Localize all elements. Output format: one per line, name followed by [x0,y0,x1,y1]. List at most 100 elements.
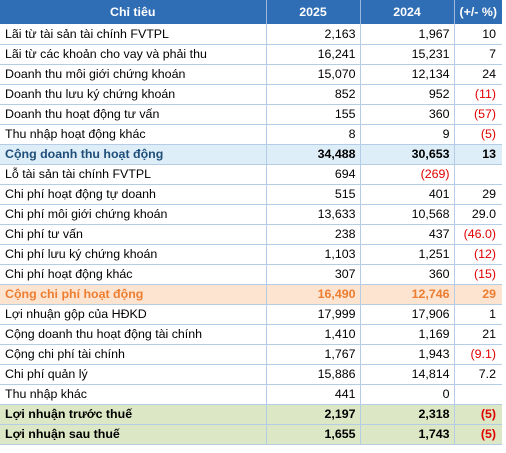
change-pct: (11) [454,84,502,105]
row-label: Lỗ tài sản tài chính FVTPL [0,164,267,185]
value-2024: 1,251 [360,244,455,265]
table-row: Lỗ tài sản tài chính FVTPL 694 (269) [0,164,502,185]
value-2025: 515 [266,184,361,205]
change-pct: (12) [454,244,502,265]
value-2025: 1,655 [266,424,361,445]
value-2024: 437 [360,224,455,245]
change-pct: 7.2 [454,364,502,385]
row-label: Cộng doanh thu hoạt động tài chính [0,324,267,345]
value-2024: 30,653 [360,144,455,165]
row-label: Chi phí môi giới chứng khoán [0,204,267,225]
value-2024: 401 [360,184,455,205]
change-pct [454,164,502,185]
value-2025: 238 [266,224,361,245]
table-row: Chi phí lưu ký chứng khoán 1,103 1,251 (12) [0,244,502,265]
value-2025: 307 [266,264,361,285]
row-label: Lợi nhuận trước thuế [0,404,267,425]
value-2025: 15,886 [266,364,361,385]
header-year-2024: 2024 [360,0,455,24]
value-2024: 10,568 [360,204,455,225]
table-body: Lãi từ tài sản tài chính FVTPL 2,163 1,967… [0,24,502,445]
table-row: Chi phí hoạt động tự doanh 515 401 29 [0,184,502,205]
change-pct: 7 [454,44,502,65]
table-row: Chi phí hoạt động khác 307 360 (15) [0,264,502,285]
value-2024: 9 [360,124,455,145]
financial-summary-table: Chỉ tiêu 2025 2024 (+/- %) Lãi từ tài sả… [0,0,502,445]
change-pct: 29 [454,184,502,205]
header-label: Chỉ tiêu [0,0,267,24]
change-pct: 10 [454,24,502,45]
change-pct: 24 [454,64,502,85]
value-2025: 694 [266,164,361,185]
total-cost-row: Cộng chi phí hoạt động 16,490 12,746 29 [0,284,502,305]
value-2024: 360 [360,104,455,125]
row-label: Chi phí quản lý [0,364,267,385]
change-pct: 1 [454,304,502,325]
value-2025: 1,410 [266,324,361,345]
value-2025: 15,070 [266,64,361,85]
change-pct [454,384,502,405]
row-label: Lợi nhuận sau thuế [0,424,267,445]
change-pct: (9.1) [454,344,502,365]
row-label: Chi phí hoạt động khác [0,264,267,285]
header-row: Chỉ tiêu 2025 2024 (+/- %) [0,0,502,24]
value-2025: 34,488 [266,144,361,165]
value-2024: 952 [360,84,455,105]
value-2024: 1,169 [360,324,455,345]
table-row: Lợi nhuận gộp của HĐKD 17,999 17,906 1 [0,304,502,325]
value-2025: 155 [266,104,361,125]
value-2024: 1,743 [360,424,455,445]
row-label: Cộng chi phí tài chính [0,344,267,365]
table-row: Lãi từ các khoản cho vay và phải thu 16,2… [0,44,502,65]
row-label: Thu nhập hoạt động khác [0,124,267,145]
row-label: Lãi từ tài sản tài chính FVTPL [0,24,267,45]
profit-after-tax-row: Lợi nhuận sau thuế 1,655 1,743 (5) [0,424,502,445]
change-pct: (15) [454,264,502,285]
table-row: Lãi từ tài sản tài chính FVTPL 2,163 1,967… [0,24,502,45]
row-label: Cộng doanh thu hoạt động [0,144,267,165]
value-2025: 1,103 [266,244,361,265]
header-year-2025: 2025 [266,0,361,24]
row-label: Doanh thu lưu ký chứng khoán [0,84,267,105]
value-2025: 13,633 [266,204,361,225]
value-2025: 441 [266,384,361,405]
row-label: Doanh thu môi giới chứng khoán [0,64,267,85]
row-label: Chi phí hoạt động tự doanh [0,184,267,205]
value-2024: 360 [360,264,455,285]
table-row: Doanh thu môi giới chứng khoán 15,070 12,1… [0,64,502,85]
value-2025: 2,197 [266,404,361,425]
value-2024: 12,134 [360,64,455,85]
change-pct: (57) [454,104,502,125]
table-header: Chỉ tiêu 2025 2024 (+/- %) [0,0,502,24]
value-2024: (269) [360,164,455,185]
value-2025: 852 [266,84,361,105]
change-pct: 21 [454,324,502,345]
table-row: Doanh thu lưu ký chứng khoán 852 952 (11) [0,84,502,105]
value-2024: 15,231 [360,44,455,65]
row-label: Cộng chi phí hoạt động [0,284,267,305]
row-label: Lãi từ các khoản cho vay và phải thu [0,44,267,65]
row-label: Doanh thu hoạt động tư vấn [0,104,267,125]
change-pct: 29.0 [454,204,502,225]
table-row: Chi phí tư vấn 238 437 (46.0) [0,224,502,245]
table-row: Cộng chi phí tài chính 1,767 1,943 (9.1) [0,344,502,365]
change-pct: 13 [454,144,502,165]
value-2025: 1,767 [266,344,361,365]
total-revenue-row: Cộng doanh thu hoạt động 34,488 30,653 13 [0,144,502,165]
table-row: Thu nhập khác 441 0 [0,384,502,405]
change-pct: (46.0) [454,224,502,245]
row-label: Lợi nhuận gộp của HĐKD [0,304,267,325]
table-row: Doanh thu hoạt động tư vấn 155 360 (57) [0,104,502,125]
header-change-pct: (+/- %) [454,0,502,24]
table-row: Cộng doanh thu hoạt động tài chính 1,410 1… [0,324,502,345]
value-2025: 16,490 [266,284,361,305]
value-2025: 16,241 [266,44,361,65]
value-2024: 1,943 [360,344,455,365]
profit-before-tax-row: Lợi nhuận trước thuế 2,197 2,318 (5) [0,404,502,425]
change-pct: 29 [454,284,502,305]
value-2024: 12,746 [360,284,455,305]
value-2025: 17,999 [266,304,361,325]
value-2024: 2,318 [360,404,455,425]
table-row: Thu nhập hoạt động khác 8 9 (5) [0,124,502,145]
change-pct: (5) [454,424,502,445]
